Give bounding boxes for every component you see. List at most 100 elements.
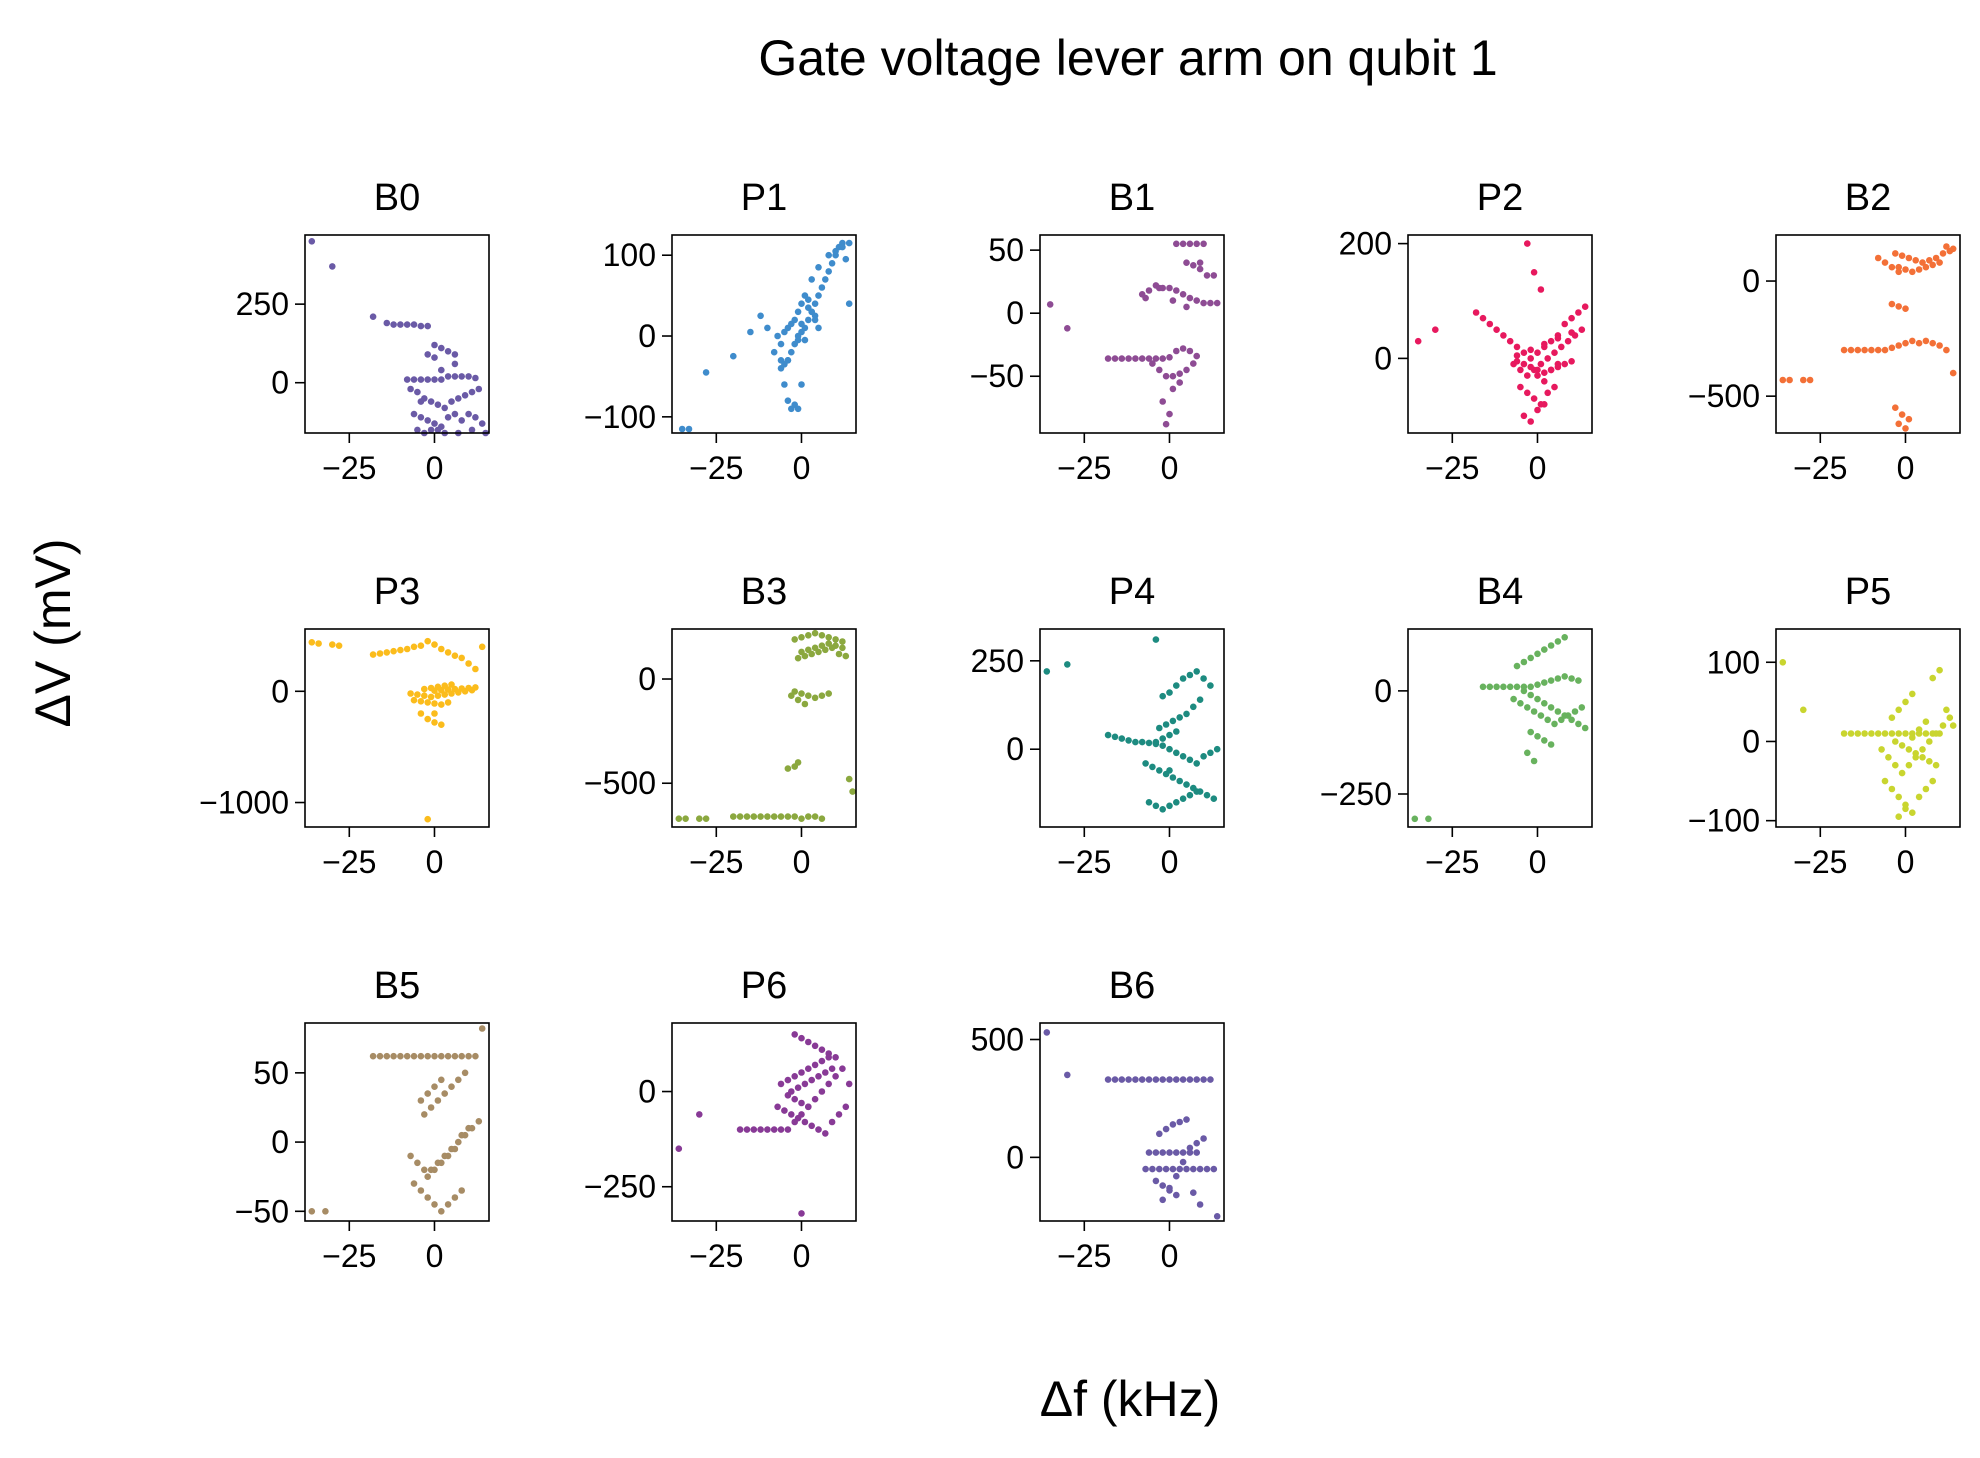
data-point [1874, 254, 1882, 262]
data-point [777, 1080, 785, 1088]
data-point [1173, 1076, 1180, 1083]
data-point [1936, 342, 1943, 349]
data-point [1517, 700, 1524, 707]
data-point [788, 1088, 795, 1095]
data-point [1064, 661, 1071, 668]
data-point [675, 815, 683, 822]
data-point [794, 696, 802, 704]
data-point [822, 1069, 829, 1076]
data-point [784, 1126, 792, 1133]
x-axis-label: Δf (kHz) [1040, 1371, 1221, 1427]
data-point [1909, 268, 1916, 276]
data-point [805, 296, 812, 304]
x-tick-label: −25 [689, 450, 743, 486]
data-point [1895, 263, 1902, 271]
data-point [1193, 240, 1200, 248]
data-point [798, 1210, 805, 1217]
data-point [1517, 383, 1524, 391]
data-point [842, 255, 850, 263]
data-point [811, 813, 819, 820]
data-point [1541, 401, 1548, 408]
y-tick-label: 200 [1339, 226, 1392, 262]
data-point [1898, 411, 1906, 418]
data-point [1200, 675, 1207, 682]
data-point [818, 632, 826, 639]
data-point [811, 312, 819, 320]
figure-title: Gate voltage lever arm on qubit 1 [758, 30, 1497, 86]
data-point [468, 388, 476, 396]
data-point [1534, 650, 1541, 658]
data-point [431, 710, 438, 717]
data-point [788, 1111, 795, 1118]
data-point [818, 815, 826, 822]
data-point [383, 649, 391, 656]
data-point [1895, 420, 1902, 428]
data-point [781, 1107, 788, 1114]
data-point [1111, 1076, 1119, 1083]
data-point [1561, 320, 1568, 328]
data-point [1919, 259, 1926, 266]
data-point [1500, 332, 1507, 339]
data-point [444, 373, 452, 380]
data-point [1513, 358, 1521, 365]
data-point [1905, 415, 1913, 423]
x-tick-label: 0 [793, 844, 811, 880]
data-point [465, 660, 472, 667]
data-point [1186, 671, 1194, 679]
data-point [390, 647, 397, 655]
data-point [1152, 1149, 1160, 1156]
data-point [461, 1069, 469, 1077]
data-point [1949, 369, 1957, 377]
y-tick-label: −100 [1688, 803, 1760, 839]
data-point [1200, 753, 1207, 760]
y-tick-label: 250 [971, 643, 1024, 679]
data-point [1159, 1149, 1166, 1156]
data-point [818, 1057, 826, 1065]
data-point [798, 634, 805, 641]
data-point [417, 414, 425, 421]
data-point [458, 1052, 466, 1060]
data-point [1510, 695, 1517, 703]
data-point [1193, 1149, 1200, 1156]
data-point [845, 300, 853, 308]
data-point [1895, 268, 1902, 276]
x-tick-label: 0 [426, 844, 444, 880]
data-point [444, 1152, 452, 1160]
subplot-B1: B1 −25 0 −50 0 50 [970, 177, 1225, 486]
data-point [1520, 658, 1528, 666]
data-point [1932, 730, 1940, 737]
subplot-B2: B2 −25 0 −500 0 [1688, 177, 1961, 486]
data-point [1200, 1076, 1207, 1083]
data-point [794, 1084, 802, 1091]
y-tick-label: 100 [603, 237, 656, 273]
data-point [1861, 730, 1868, 737]
axes-frame [1039, 1022, 1225, 1222]
data-point [1479, 314, 1487, 322]
data-point [414, 388, 421, 396]
data-point [1527, 346, 1534, 354]
data-point [1179, 753, 1187, 760]
data-point [1554, 675, 1562, 682]
data-point [1888, 730, 1896, 737]
data-point [1537, 712, 1545, 719]
data-point [1142, 760, 1149, 767]
data-point [801, 1080, 809, 1088]
data-point [431, 1083, 438, 1090]
data-point [1186, 1076, 1194, 1083]
data-point [1541, 679, 1548, 686]
data-point [1156, 284, 1163, 292]
data-point [1043, 668, 1051, 675]
data-point [1104, 1076, 1112, 1083]
data-point [736, 1126, 744, 1133]
data-point [1196, 1165, 1204, 1173]
data-point [1912, 750, 1919, 757]
data-point [438, 1159, 445, 1167]
subplot-B0: B0 −25 0 0 250 [236, 177, 490, 486]
data-point [1213, 299, 1221, 307]
subplot-title: B3 [741, 571, 787, 613]
data-point [1946, 714, 1954, 721]
data-point [1138, 1076, 1146, 1083]
data-point [1915, 793, 1923, 801]
data-point [702, 815, 710, 822]
data-point [1486, 683, 1494, 691]
